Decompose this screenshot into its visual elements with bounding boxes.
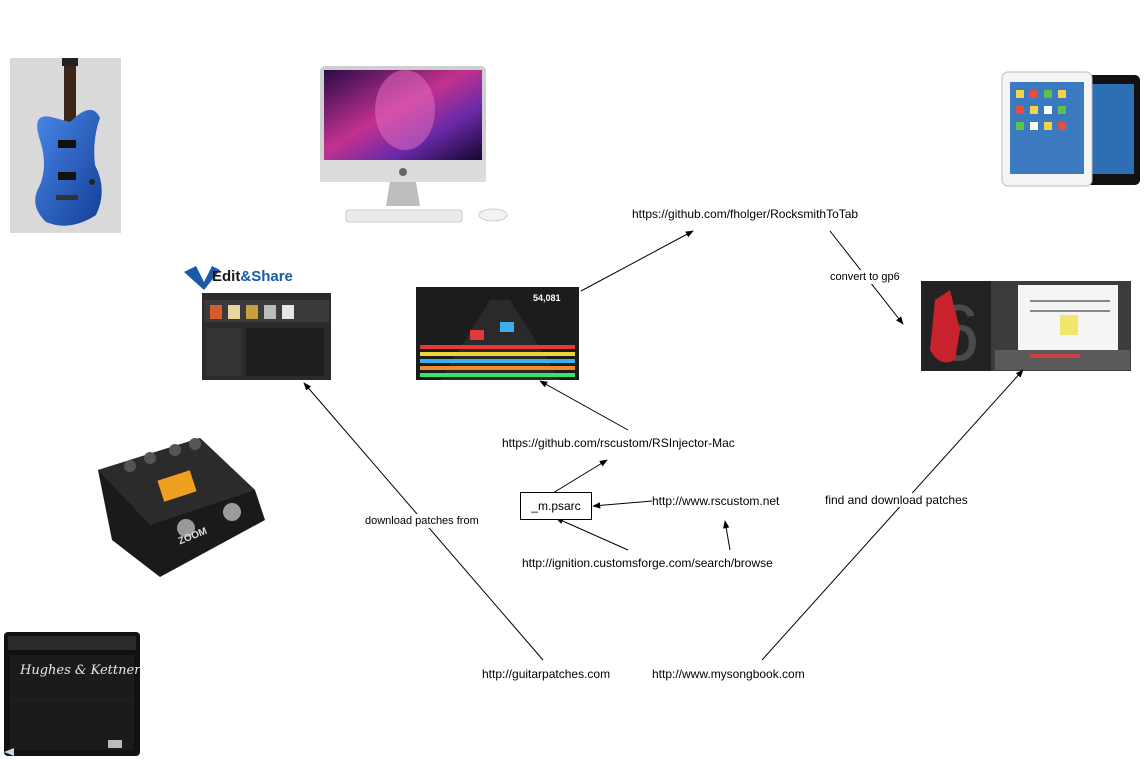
edit-share-word-share: Share: [251, 268, 293, 285]
arrow-psarc-to-rsinjector: [552, 459, 608, 494]
edit-share-word-edit: Edit: [212, 268, 241, 285]
electric-guitar-image: [10, 58, 121, 233]
guitar-amplifier-image: [4, 632, 140, 756]
arrow-mysongbook-to-gp6: [761, 369, 1024, 661]
arrow-rsinjector-to-rocksmith: [539, 380, 629, 431]
node-rocksmithtotab-url[interactable]: https://github.com/fholger/RocksmithToTa…: [632, 207, 859, 221]
arrow-rocksmith-to-rocksmithtotab: [580, 230, 694, 292]
rocksmith-game-screenshot: [416, 287, 579, 380]
edit-share-logo-text: Edit&Share: [212, 268, 293, 286]
arrow-customsforge-to-psarc: [555, 517, 629, 551]
edit-share-ampersand: &: [240, 268, 252, 285]
node-psarc-file: _m.psarc: [520, 492, 592, 520]
node-rsinjector-url[interactable]: https://github.com/rscustom/RSInjector-M…: [502, 436, 735, 450]
node-customsforge-url[interactable]: http://ignition.customsforge.com/search/…: [522, 556, 773, 570]
amp-brand-logo: Hughes & Kettner: [20, 663, 141, 678]
ipad-tablets-image: [1001, 71, 1140, 187]
arrow-customsforge-to-rscustom: [723, 520, 731, 551]
guitar-pro-6-screenshot: 6: [921, 281, 1131, 377]
edge-label-find-and-download-patches: find and download patches: [824, 493, 969, 507]
node-rscustom-url[interactable]: http://www.rscustom.net: [652, 494, 780, 508]
zoom-effects-pedal-image: [98, 438, 265, 577]
rocksmith-score: 54,081: [533, 293, 561, 303]
node-guitarpatches-url[interactable]: http://guitarpatches.com: [482, 667, 611, 681]
edit-share-screenshot: [202, 293, 331, 380]
arrow-rscustom-to-psarc: [592, 500, 653, 509]
edge-label-convert-to-gp6: convert to gp6: [829, 270, 901, 284]
edge-label-download-patches-from: download patches from: [364, 514, 480, 528]
edit-share-logo: [184, 266, 220, 290]
node-mysongbook-url[interactable]: http://www.mysongbook.com: [652, 667, 805, 681]
imac-computer-image: [320, 66, 508, 223]
